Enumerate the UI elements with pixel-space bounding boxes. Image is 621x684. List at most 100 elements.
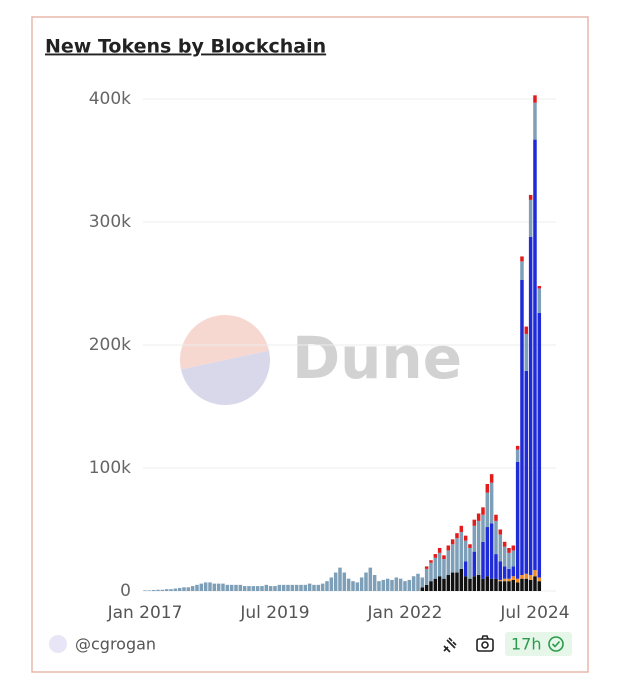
bar-segment <box>364 572 368 591</box>
bar-segment <box>368 567 373 591</box>
bar-segment <box>411 576 416 591</box>
bar-segment <box>511 545 516 551</box>
bar-segment <box>524 370 529 574</box>
bar-segment <box>351 581 355 591</box>
bar-segment <box>520 279 524 576</box>
bar-segment <box>468 544 472 548</box>
bar-segment <box>498 581 503 591</box>
bar-segment <box>485 527 490 577</box>
bar-segment <box>385 578 390 591</box>
bar-segment <box>169 589 173 591</box>
bar-segment <box>247 586 251 591</box>
bar-segment <box>520 578 524 591</box>
bar-segment <box>312 584 316 591</box>
avatar <box>49 635 67 653</box>
bar-segment <box>182 587 186 591</box>
bar-segment <box>260 586 264 591</box>
bar-segment <box>359 577 364 591</box>
bar-segment <box>494 514 498 521</box>
bar-segment <box>537 288 542 314</box>
bar-segment <box>511 579 516 591</box>
bar-segment <box>511 576 516 580</box>
bar-segment <box>390 579 394 591</box>
bar-segment <box>294 584 299 591</box>
bar-segment <box>481 541 485 579</box>
bar-segment <box>316 584 321 591</box>
x-tick-label: Jul 2019 <box>239 603 309 623</box>
bar-segment <box>143 590 147 591</box>
bar-segment <box>156 589 160 591</box>
bar-segment <box>476 520 481 576</box>
bar-segment <box>476 575 481 591</box>
bar-segment <box>420 577 425 588</box>
bar-segment <box>446 575 451 591</box>
bar-segment <box>255 586 260 591</box>
bar-segment <box>507 581 511 591</box>
x-tick-label: Jul 2024 <box>499 603 569 623</box>
bar-segment <box>420 587 425 591</box>
embed-icon[interactable] <box>443 637 457 653</box>
bar-segment <box>472 519 477 526</box>
bar-segment <box>147 590 152 591</box>
bar-segment <box>164 589 169 591</box>
bar-segment <box>537 285 542 289</box>
bar-segment <box>377 581 381 591</box>
bar-segment <box>511 566 516 577</box>
watermark: Dune <box>180 315 462 405</box>
bar-segment <box>450 539 455 545</box>
bar-segment <box>533 102 537 140</box>
bar-segment <box>251 586 256 591</box>
bar-segment <box>502 546 507 567</box>
bar-segment <box>537 313 542 578</box>
logo-bottom <box>180 350 270 405</box>
bar-segment <box>199 583 204 591</box>
bar-segment <box>355 582 360 591</box>
bar-segment <box>225 584 230 591</box>
bar-segment <box>446 545 451 551</box>
bar-segment <box>489 482 494 524</box>
author[interactable]: @cgrogan <box>75 635 156 654</box>
bar-segment <box>494 554 498 579</box>
bar-segment <box>424 566 429 569</box>
bar-segment <box>463 535 468 541</box>
bar-segment <box>502 541 507 547</box>
bar-segment <box>325 581 329 591</box>
bar-segment <box>429 562 433 582</box>
bar-segment <box>208 582 212 591</box>
bar-segment <box>234 584 238 591</box>
plot: 0 100k 200k 300k 400k Jan 2017 Jul 2019 Jan 202… <box>89 89 570 623</box>
bar-segment <box>485 576 490 591</box>
bar-segment <box>507 547 511 553</box>
camera-icon[interactable] <box>476 635 494 652</box>
bar-segment <box>502 578 507 582</box>
bar-segment <box>515 461 520 579</box>
bar-segment <box>190 586 195 591</box>
bar-segment <box>537 581 542 591</box>
watermark-text: Dune <box>292 324 462 392</box>
chart-title[interactable]: New Tokens by Blockchain <box>45 36 326 58</box>
y-tick-label: 0 <box>120 581 131 601</box>
bar-segment <box>424 584 429 591</box>
y-tick-label: 300k <box>89 212 131 232</box>
bar-segment <box>463 540 468 562</box>
bar-segment <box>533 570 537 577</box>
bar-segment <box>203 582 208 591</box>
bar-segment <box>511 550 516 567</box>
bar-segment <box>481 578 485 591</box>
bar-segment <box>290 584 295 591</box>
bar-segment <box>372 575 377 591</box>
bar-segment <box>524 333 529 371</box>
bar-segment <box>212 583 217 591</box>
bar-segment <box>303 584 308 591</box>
bar-segment <box>515 582 520 591</box>
bar-segment <box>515 449 520 462</box>
check-icon <box>548 636 564 652</box>
bar-segment <box>433 554 438 558</box>
bar-segment <box>398 578 403 591</box>
x-tick-label: Jan 2022 <box>367 603 443 623</box>
bar-segment <box>507 552 511 569</box>
bar-segment <box>446 550 451 576</box>
y-tick-label: 400k <box>89 89 131 109</box>
bar-segment <box>520 575 524 579</box>
